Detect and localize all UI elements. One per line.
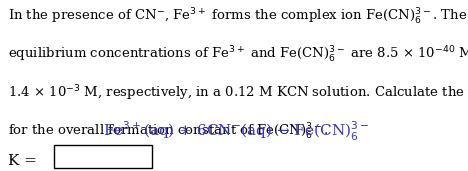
Text: equilibrium concentrations of Fe$^{3+}$ and Fe(CN)$_6^{3-}$ are 8.5 × 10$^{-40}$: equilibrium concentrations of Fe$^{3+}$ … [8,45,468,65]
Text: for the overall formation constant of Fe(CN)$_6^{3-}$.: for the overall formation constant of Fe… [8,122,329,142]
Text: K =: K = [8,154,37,168]
Text: Fe$^{3+}$(aq) + 6CN$^{-}$(aq) → Fe(CN)$_6^{3-}$: Fe$^{3+}$(aq) + 6CN$^{-}$(aq) → Fe(CN)$_… [103,120,369,143]
Text: 1.4 × 10$^{-3}$ M, respectively, in a 0.12 M KCN solution. Calculate the value: 1.4 × 10$^{-3}$ M, respectively, in a 0.… [8,84,468,103]
Text: In the presence of CN$^{-}$, Fe$^{3+}$ forms the complex ion Fe(CN)$_6^{3-}$. Th: In the presence of CN$^{-}$, Fe$^{3+}$ f… [8,7,468,27]
FancyBboxPatch shape [54,145,152,168]
